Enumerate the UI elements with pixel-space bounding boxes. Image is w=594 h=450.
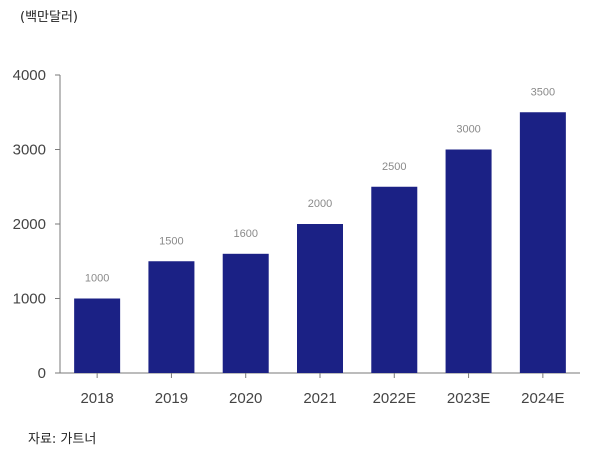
- y-tick-label: 1000: [13, 291, 46, 308]
- x-tick-label: 2022E: [373, 390, 416, 407]
- y-tick-label: 4000: [13, 67, 46, 84]
- unit-label: (백만달러): [20, 10, 78, 25]
- x-tick-label: 2019: [155, 390, 188, 407]
- bar: [445, 149, 492, 373]
- y-tick-label: 2000: [13, 216, 46, 233]
- bar: [222, 253, 269, 373]
- y-tick-label: 0: [38, 365, 46, 382]
- bars: [74, 112, 566, 373]
- bar: [297, 224, 343, 373]
- x-tick-label: 2020: [229, 390, 262, 407]
- data-label: 3500: [531, 86, 555, 98]
- source-label: 자료: 가트너: [28, 432, 97, 447]
- bar: [371, 186, 418, 373]
- bar: [74, 298, 121, 373]
- x-tick-label: 2021: [303, 390, 336, 407]
- x-tick-label: 2018: [80, 390, 113, 407]
- x-axis-ticks: 2018 2019 2020 2021 2022E 2023E 2024E: [80, 373, 565, 407]
- x-tick-label: 2023E: [447, 390, 490, 407]
- y-tick-label: 3000: [13, 142, 46, 159]
- data-label: 1000: [85, 273, 109, 285]
- data-label: 3000: [456, 124, 480, 136]
- data-label: 2500: [382, 161, 406, 173]
- data-label: 1600: [233, 228, 257, 240]
- data-label: 2000: [308, 198, 332, 210]
- y-axis-ticks: 0 1000 2000 3000 4000: [13, 67, 60, 382]
- data-labels: 1000 1500 1600 2000 2500 3000 3500: [85, 86, 555, 284]
- bar: [519, 112, 566, 373]
- x-tick-label: 2024E: [521, 390, 564, 407]
- data-label: 1500: [159, 235, 183, 247]
- bar: [148, 261, 195, 373]
